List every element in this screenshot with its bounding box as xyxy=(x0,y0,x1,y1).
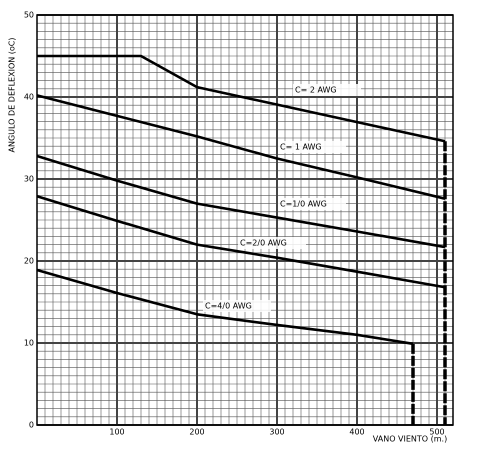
y-tick-label: 50 xyxy=(24,11,34,20)
series-label-bg xyxy=(278,198,346,210)
y-tick-label: 40 xyxy=(24,93,34,102)
series-line xyxy=(36,194,446,289)
y-tick-label: 0 xyxy=(29,421,34,430)
y-axis-label: ANGULO DE DEFLEXION (oC) xyxy=(8,38,17,153)
series-label: C= 1 AWG xyxy=(280,143,322,152)
x-tick-label: 500 xyxy=(429,428,444,437)
series-line xyxy=(36,94,446,200)
x-tick-label: 400 xyxy=(349,428,364,437)
series-label: C=1/0 AWG xyxy=(280,200,327,209)
plot-frame xyxy=(36,14,454,426)
x-axis-label: VANO VIENTO (m.) xyxy=(373,435,447,444)
series-label: C=4/0 AWG xyxy=(205,302,252,311)
series-line xyxy=(37,54,446,143)
series-label-bg xyxy=(278,141,346,153)
series-label: C= 2 AWG xyxy=(295,86,337,95)
y-tick-label: 20 xyxy=(24,257,34,266)
y-tick-label: 10 xyxy=(24,339,34,348)
x-tick-label: 100 xyxy=(109,428,124,437)
series-line xyxy=(36,268,414,346)
series-line xyxy=(36,154,446,249)
series-label-bg xyxy=(203,300,271,312)
series-label: C=2/0 AWG xyxy=(240,239,287,248)
x-tick-label: 200 xyxy=(189,428,204,437)
series-label-bg xyxy=(238,237,306,249)
y-tick-label: 30 xyxy=(24,175,34,184)
x-tick-label: 300 xyxy=(269,428,284,437)
series-label-bg xyxy=(293,84,361,96)
